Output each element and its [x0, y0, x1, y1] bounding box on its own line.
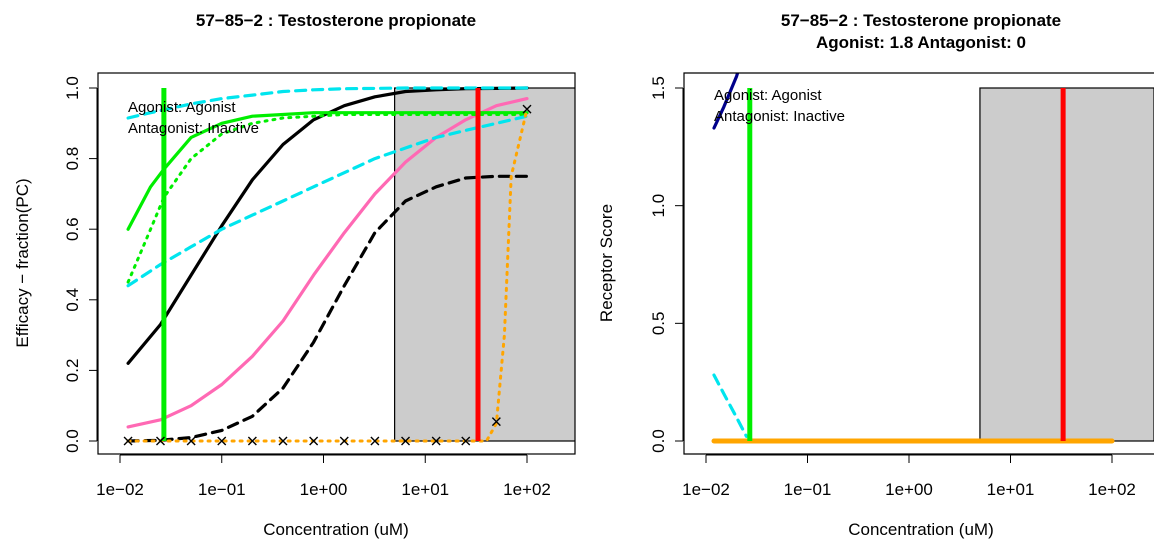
data-point	[155, 436, 165, 446]
efficacy-chart: 1e−02 1e−01 1e+00 1e+01 1e+02 0.00.20.40.60.…	[13, 11, 576, 539]
legend-entry-agonist: Agonist: Agonist	[714, 87, 822, 104]
data-point	[123, 436, 133, 446]
x-tick-label: 1e−01	[784, 480, 832, 499]
y-axis-label: Efficacy − fraction(PC)	[13, 178, 32, 347]
y-tick-label: 0.0	[649, 429, 668, 453]
series-group	[711, 73, 1115, 444]
legend-entry-antagonist: Antagonist: Inactive	[128, 120, 259, 137]
data-point	[309, 436, 319, 446]
x-axis-label: Concentration (uM)	[263, 520, 409, 539]
x-tick-label: 1e+02	[503, 480, 551, 499]
plot-area	[123, 86, 575, 446]
x-tick-label: 1e+00	[300, 480, 348, 499]
y-axis-label: Receptor Score	[597, 204, 616, 322]
plot-area	[711, 73, 1154, 444]
x-tick-label: 1e+01	[401, 480, 449, 499]
receptor-score-chart: 1e−02 1e−01 1e+00 1e+01 1e+02 0.0 0.5 1.0 1.5 5…	[597, 11, 1154, 539]
chart-subtitle: Agonist: 1.8 Antagonist: 0	[816, 33, 1026, 52]
series-line-2	[712, 373, 749, 438]
vertical-lines	[747, 88, 1066, 441]
series-line-7	[126, 114, 529, 288]
shaded-region-rect	[979, 87, 1154, 442]
data-point	[186, 436, 196, 446]
data-points	[123, 104, 532, 446]
x-axis: 1e−02 1e−01 1e+00 1e+01 1e+02	[96, 454, 551, 499]
data-point	[339, 436, 349, 446]
data-point	[217, 436, 227, 446]
x-tick-label: 1e+02	[1088, 480, 1136, 499]
y-axis: 0.0 0.5 1.0 1.5	[649, 76, 684, 453]
series-line-4	[126, 111, 529, 231]
legend-entry-agonist: Agonist: Agonist	[128, 99, 236, 116]
y-axis: 0.0 0.2 0.4 0.6 0.8 1.0	[63, 76, 98, 453]
data-point	[431, 436, 441, 446]
x-axis: 1e−02 1e−01 1e+00 1e+01 1e+02	[682, 454, 1136, 499]
x-tick-label: 1e+00	[885, 480, 933, 499]
data-point	[278, 436, 288, 446]
chart-title: 57−85−2 : Testosterone propionate	[196, 11, 476, 30]
plot-frame	[97, 72, 576, 455]
y-tick-label: 0.8	[63, 147, 82, 171]
series-line-1	[712, 73, 740, 130]
y-tick-label: 0.6	[63, 217, 82, 241]
data-point	[401, 436, 411, 446]
y-tick-label: 0.2	[63, 359, 82, 383]
x-axis-label: Concentration (uM)	[848, 520, 994, 539]
data-point	[522, 104, 532, 114]
series-line-3	[126, 96, 529, 429]
chart-title: 57−85−2 : Testosterone propionate	[781, 11, 1061, 30]
data-point	[370, 436, 380, 446]
vertical-lines	[161, 88, 481, 441]
data-point	[461, 436, 471, 446]
data-point	[247, 436, 257, 446]
x-tick-label: 1e−02	[682, 480, 730, 499]
shaded-region	[979, 87, 1154, 442]
plot-frame	[683, 72, 1154, 455]
data-point	[491, 417, 501, 427]
series-line-6	[126, 86, 529, 120]
y-tick-label: 1.0	[649, 194, 668, 218]
y-tick-label: 0.0	[63, 429, 82, 453]
x-tick-label: 1e−02	[96, 480, 144, 499]
x-tick-label: 1e+01	[987, 480, 1035, 499]
legend-entry-antagonist: Antagonist: Inactive	[714, 108, 845, 125]
series-line-2	[126, 174, 529, 443]
y-tick-label: 1.0	[63, 76, 82, 100]
x-tick-label: 1e−01	[198, 480, 246, 499]
y-tick-label: 0.5	[649, 312, 668, 336]
y-tick-label: 1.5	[649, 76, 668, 100]
series-group	[126, 86, 529, 443]
series-line-5	[126, 113, 529, 284]
y-tick-label: 0.4	[63, 288, 82, 312]
